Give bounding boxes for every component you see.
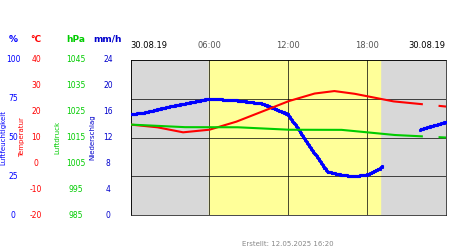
Text: 1045: 1045 bbox=[66, 56, 86, 64]
Text: 4: 4 bbox=[106, 185, 110, 194]
Text: 1015: 1015 bbox=[67, 133, 86, 142]
Text: Erstellt: 12.05.2025 16:20: Erstellt: 12.05.2025 16:20 bbox=[242, 242, 334, 248]
Text: 20: 20 bbox=[103, 81, 113, 90]
Text: 1025: 1025 bbox=[67, 107, 86, 116]
Text: 0: 0 bbox=[34, 159, 38, 168]
Text: 985: 985 bbox=[69, 210, 83, 220]
Text: 12:00: 12:00 bbox=[276, 41, 300, 50]
Text: 40: 40 bbox=[31, 56, 41, 64]
Text: 16: 16 bbox=[103, 107, 113, 116]
Text: 0: 0 bbox=[106, 210, 110, 220]
Text: 30.08.19: 30.08.19 bbox=[130, 41, 167, 50]
Text: 0: 0 bbox=[10, 210, 15, 220]
Text: mm/h: mm/h bbox=[94, 35, 122, 44]
Text: 50: 50 bbox=[8, 133, 18, 142]
Text: Temperatur: Temperatur bbox=[19, 118, 25, 158]
Text: 10: 10 bbox=[31, 133, 41, 142]
Text: -10: -10 bbox=[30, 185, 42, 194]
Text: 75: 75 bbox=[8, 94, 18, 103]
Text: %: % bbox=[9, 35, 18, 44]
Text: Luftfeuchtigkeit: Luftfeuchtigkeit bbox=[0, 110, 6, 165]
Text: 24: 24 bbox=[103, 56, 113, 64]
Bar bbox=[209, 60, 380, 215]
Text: 20: 20 bbox=[31, 107, 41, 116]
Text: 18:00: 18:00 bbox=[355, 41, 379, 50]
Text: °C: °C bbox=[31, 35, 41, 44]
Text: Luftdruck: Luftdruck bbox=[54, 121, 60, 154]
Text: 30: 30 bbox=[31, 81, 41, 90]
Text: 06:00: 06:00 bbox=[197, 41, 221, 50]
Text: 1005: 1005 bbox=[66, 159, 86, 168]
Text: hPa: hPa bbox=[67, 35, 86, 44]
Text: 25: 25 bbox=[8, 172, 18, 181]
Text: 995: 995 bbox=[69, 185, 83, 194]
Text: Niederschlag: Niederschlag bbox=[89, 115, 95, 160]
Text: 100: 100 bbox=[6, 56, 20, 64]
Text: 1035: 1035 bbox=[66, 81, 86, 90]
Text: 30.08.19: 30.08.19 bbox=[409, 41, 446, 50]
Text: -20: -20 bbox=[30, 210, 42, 220]
Text: 12: 12 bbox=[103, 133, 113, 142]
Text: 8: 8 bbox=[106, 159, 110, 168]
